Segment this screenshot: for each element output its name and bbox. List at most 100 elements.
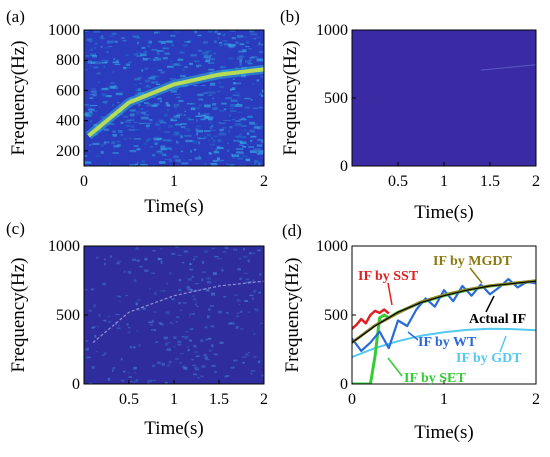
noise-speckle [217, 37, 220, 39]
noise-speckle [120, 358, 123, 361]
noise-speckle [125, 295, 128, 297]
noise-speckle [178, 99, 184, 103]
noise-speckle [160, 121, 167, 124]
noise-speckle [136, 112, 139, 116]
noise-speckle [230, 366, 235, 369]
noise-speckle [241, 356, 246, 358]
noise-speckle [89, 111, 93, 113]
noise-speckle [222, 127, 227, 129]
noise-speckle [151, 58, 156, 61]
noise-speckle [217, 139, 222, 143]
noise-speckle [176, 113, 183, 116]
noise-speckle [207, 117, 213, 121]
noise-speckle [153, 311, 157, 313]
noise-speckle [139, 53, 147, 56]
series-line-4 [352, 308, 390, 330]
noise-speckle [155, 122, 159, 125]
noise-speckle [147, 85, 152, 89]
noise-speckle [256, 152, 263, 155]
noise-speckle [256, 144, 263, 147]
ridge-line [480, 64, 537, 71]
noise-speckle [200, 53, 203, 56]
noise-speckle [232, 154, 240, 157]
noise-speckle [135, 302, 138, 306]
noise-speckle [85, 54, 90, 57]
noise-speckle [135, 163, 138, 166]
noise-speckle [203, 135, 207, 138]
noise-speckle [258, 50, 264, 54]
noise-speckle [128, 128, 136, 131]
panel-a: 0 1 2 200 400 600 800 1000 (a) Time(s) Frequenc… [6, 7, 268, 217]
noise-speckle [197, 137, 201, 140]
noise-speckle [231, 37, 236, 40]
noise-speckle [104, 47, 110, 49]
noise-speckle [140, 164, 148, 166]
noise-speckle [153, 59, 160, 62]
noise-speckle [197, 141, 201, 145]
x-tick-label: 0.5 [388, 173, 408, 190]
noise-speckle [196, 119, 198, 123]
x-tick-label: 2 [532, 173, 540, 190]
annotation-arrow [407, 331, 419, 341]
noise-speckle [204, 326, 208, 329]
panel-b-ridge [480, 64, 537, 71]
panel-d-label: (d) [282, 221, 302, 240]
noise-speckle [136, 330, 139, 332]
noise-speckle [184, 134, 192, 137]
noise-speckle [249, 121, 256, 125]
noise-speckle [258, 273, 262, 276]
noise-speckle [253, 38, 257, 40]
noise-speckle [179, 145, 185, 147]
noise-speckle [213, 151, 220, 154]
noise-speckle [235, 120, 241, 122]
noise-speckle [230, 104, 236, 107]
noise-speckle [236, 151, 239, 154]
noise-speckle [151, 319, 155, 323]
noise-speckle [165, 102, 169, 105]
noise-speckle [103, 102, 107, 105]
noise-speckle [126, 63, 130, 66]
noise-speckle [152, 105, 157, 107]
noise-speckle [167, 65, 174, 68]
noise-speckle [228, 129, 231, 133]
noise-speckle [194, 366, 199, 370]
noise-speckle [136, 55, 143, 57]
noise-speckle [162, 153, 167, 157]
noise-speckle [159, 161, 166, 164]
noise-speckle [247, 115, 253, 119]
noise-speckle [259, 92, 262, 96]
noise-speckle [236, 315, 239, 318]
noise-speckle [233, 82, 236, 85]
noise-speckle [249, 129, 255, 133]
noise-speckle [133, 78, 141, 81]
noise-speckle [248, 252, 252, 255]
noise-speckle [173, 103, 180, 107]
noise-speckle [118, 129, 123, 133]
noise-speckle [170, 117, 174, 121]
noise-speckle [120, 134, 123, 136]
y-tick-label: 500 [324, 307, 348, 324]
noise-speckle [260, 140, 264, 144]
noise-speckle [232, 248, 238, 251]
noise-speckle [90, 105, 98, 107]
noise-speckle [239, 132, 242, 136]
noise-speckle [103, 258, 106, 261]
noise-speckle [230, 110, 237, 112]
panel-d-ticks: 0 1 2 0 500 1000 [316, 238, 540, 408]
noise-speckle [219, 131, 223, 134]
noise-speckle [93, 110, 98, 113]
panel-c-noise [84, 246, 264, 384]
noise-speckle [258, 93, 264, 97]
noise-speckle [203, 353, 207, 357]
noise-speckle [164, 52, 170, 55]
noise-speckle [125, 53, 129, 57]
noise-speckle [95, 350, 98, 353]
noise-speckle [148, 40, 152, 44]
noise-speckle [179, 134, 182, 136]
noise-speckle [257, 360, 261, 364]
noise-speckle [239, 118, 247, 121]
noise-speckle [201, 278, 204, 282]
noise-speckle [154, 56, 159, 59]
noise-speckle [236, 148, 244, 150]
noise-speckle [148, 103, 151, 106]
